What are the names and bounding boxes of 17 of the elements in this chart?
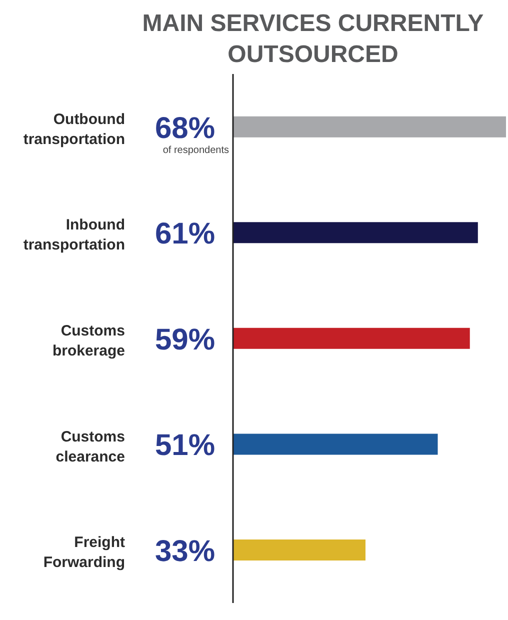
chart-title: MAIN SERVICES CURRENTLY OUTSOURCED	[141, 9, 485, 70]
y-tick-label: Inbound transportation	[23, 216, 125, 254]
y-tick-label: Freight Forwarding	[43, 534, 125, 572]
bar	[233, 434, 438, 455]
data-label: 61%	[154, 218, 215, 251]
y-tick-label: Outbound transportation	[23, 110, 125, 148]
bar	[233, 540, 366, 561]
bar	[233, 222, 478, 244]
data-label: 68%	[154, 112, 215, 145]
bar	[233, 116, 506, 138]
text: of respondents	[162, 144, 229, 156]
data-label: 51%	[154, 429, 215, 462]
bar	[233, 328, 470, 349]
y-tick-label: Customs brokerage	[52, 322, 125, 360]
data-label: 33%	[154, 535, 215, 568]
y-tick-label: Customs clearance	[56, 428, 125, 466]
data-label: 59%	[154, 323, 215, 356]
